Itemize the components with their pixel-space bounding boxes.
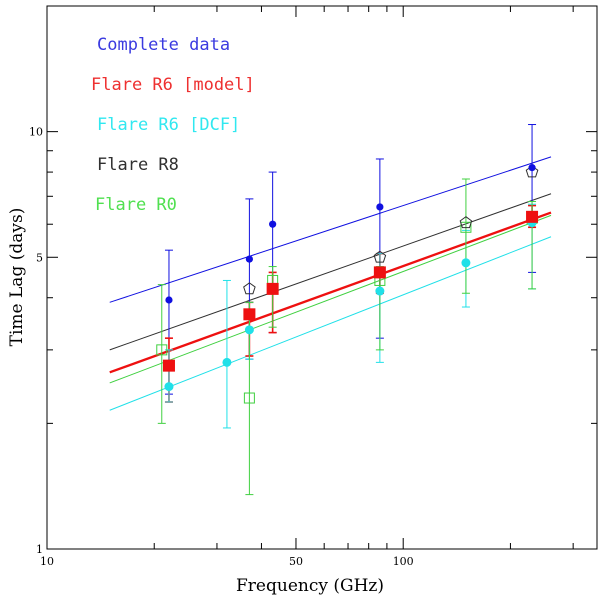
y-axis-title: Time Lag (days)	[7, 208, 27, 347]
x-tick-label: 10	[40, 555, 54, 568]
fit-line	[109, 211, 552, 374]
axis-ticks	[46, 5, 597, 550]
fit-line	[109, 236, 552, 411]
data-point	[460, 221, 472, 233]
legend-entry: Flare R6 [DCF]	[97, 115, 240, 135]
data-point	[243, 308, 256, 321]
data-point	[164, 382, 174, 392]
data-point	[244, 325, 254, 335]
legend: Complete data Flare R6 [model] Flare R6 [D…	[91, 35, 255, 215]
legend-entry: Flare R0	[95, 195, 177, 215]
fit-line	[109, 156, 552, 303]
fit-lines	[109, 156, 552, 411]
data-point	[245, 255, 253, 263]
data-point	[376, 203, 384, 211]
legend-entry: Flare R6 [model]	[91, 75, 255, 95]
y-tick-label: 10	[29, 126, 43, 139]
data-point	[266, 282, 279, 295]
data-point	[243, 392, 255, 404]
data-point	[222, 357, 232, 367]
data-markers	[156, 164, 539, 404]
data-point	[373, 266, 386, 279]
data-point	[243, 282, 256, 295]
x-tick-label: 100	[393, 555, 414, 568]
data-point	[375, 286, 385, 296]
tick-labels: 10 50 100 1 5 10	[29, 126, 414, 568]
data-point	[156, 344, 168, 356]
y-tick-label: 1	[36, 543, 43, 556]
data-point	[373, 250, 387, 263]
fit-line	[109, 193, 552, 351]
data-point	[528, 164, 536, 172]
legend-entry: Complete data	[97, 35, 230, 55]
data-point	[459, 216, 473, 229]
fit-line	[109, 214, 552, 384]
data-point	[162, 359, 175, 372]
data-point	[526, 210, 539, 223]
x-tick-label: 50	[289, 555, 303, 568]
data-point	[525, 165, 539, 178]
data-point	[461, 258, 471, 268]
plot-frame	[46, 5, 598, 550]
data-point	[269, 220, 277, 228]
y-tick-label: 5	[36, 251, 43, 264]
legend-entry: Flare R8	[97, 155, 179, 175]
x-axis-title: Frequency (GHz)	[236, 576, 384, 596]
data-point	[165, 296, 173, 304]
